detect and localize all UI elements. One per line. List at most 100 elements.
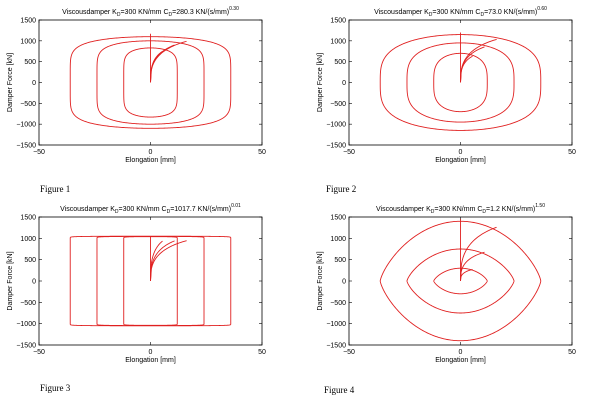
x-tick-label: 50	[568, 149, 576, 156]
title-text: Viscousdamper K	[374, 9, 429, 16]
y-tick-label: −500	[330, 300, 346, 307]
y-tick-label: −1500	[16, 343, 36, 350]
x-tick-label: 0	[459, 149, 463, 156]
x-axis-label: Elongation [mm]	[435, 357, 486, 364]
title-text: =73.0 KN/(s/mm)	[484, 9, 537, 16]
y-tick-label: 500	[24, 257, 36, 264]
chart-panel-3: Viscousdamper KD=300 KN/mm CD=1017.7 KN/…	[7, 203, 266, 393]
hysteresis-loop	[96, 40, 205, 125]
x-axis-label: Elongation [mm]	[125, 157, 176, 164]
x-tick-label: −50	[343, 149, 355, 156]
y-tick-label: 1500	[20, 215, 36, 222]
transient-curve	[150, 240, 187, 282]
hysteresis-loop	[379, 34, 542, 131]
x-tick-label: −50	[33, 349, 45, 356]
title-text: Viscousdamper K	[60, 206, 115, 213]
transient-curve	[460, 46, 485, 83]
title-text: =1017.7 KN/(s/mm)	[170, 206, 231, 213]
x-axis-label: Elongation [mm]	[125, 357, 176, 364]
y-tick-label: −1500	[16, 143, 36, 150]
title-text: =1.2 KN/(s/mm)	[486, 206, 535, 213]
y-tick-label: 1500	[330, 18, 346, 25]
figure-caption: Figure 2	[326, 184, 356, 194]
y-tick-label: −1000	[326, 122, 346, 129]
title-subscript: D	[117, 12, 121, 18]
x-tick-label: 50	[258, 149, 266, 156]
y-tick-label: 0	[342, 279, 346, 286]
title-text: =280.3 KN/(s/mm)	[172, 9, 229, 16]
title-text: Viscousdamper K	[376, 206, 431, 213]
y-axis-label: Damper Force [kN]	[317, 53, 324, 112]
title-subscript: D	[482, 209, 486, 215]
x-tick-label: −50	[343, 349, 355, 356]
hysteresis-loop	[433, 267, 488, 295]
chart-title: Viscousdamper KD=300 KN/mm CD=1.2 KN/(s/…	[376, 203, 545, 215]
y-tick-label: −1500	[326, 143, 346, 150]
y-tick-label: −500	[330, 101, 346, 108]
y-tick-label: 1500	[330, 215, 346, 222]
transient-curve	[460, 269, 473, 282]
y-axis-label: Damper Force [kN]	[7, 251, 14, 310]
y-tick-label: 1000	[20, 236, 36, 243]
title-superscript: 1.50	[535, 203, 545, 209]
figure-caption: Figure 4	[324, 385, 355, 395]
y-tick-label: 1000	[20, 38, 36, 45]
transient-curve	[150, 40, 187, 83]
chart-panel-4: Viscousdamper KD=300 KN/mm CD=1.2 KN/(s/…	[317, 203, 576, 395]
title-subscript: D	[429, 12, 433, 18]
title-superscript: 0.01	[231, 203, 241, 209]
y-tick-label: 1000	[330, 236, 346, 243]
hysteresis-loop	[69, 36, 232, 129]
x-tick-label: 0	[459, 349, 463, 356]
title-subscript: D	[169, 12, 173, 18]
y-axis-label: Damper Force [kN]	[7, 53, 14, 112]
y-tick-label: −500	[20, 300, 36, 307]
y-tick-label: −1000	[16, 321, 36, 328]
y-tick-label: 500	[334, 257, 346, 264]
x-tick-label: −50	[33, 149, 45, 156]
hysteresis-loop	[123, 47, 178, 118]
chart-panel-2: Viscousdamper KD=300 KN/mm CD=73.0 KN/(s…	[317, 6, 576, 194]
chart-title: Viscousdamper KD=300 KN/mm CD=280.3 KN/(…	[62, 6, 239, 18]
title-subscript: D	[480, 12, 484, 18]
x-tick-label: 50	[568, 349, 576, 356]
y-tick-label: 1000	[330, 38, 346, 45]
y-tick-label: −1500	[326, 343, 346, 350]
chart-panel-1: Viscousdamper KD=300 KN/mm CD=280.3 KN/(…	[7, 6, 266, 194]
y-axis-label: Damper Force [kN]	[317, 251, 324, 310]
transient-curve	[460, 38, 497, 83]
hysteresis-loop	[69, 235, 232, 327]
y-tick-label: 0	[342, 80, 346, 87]
y-tick-label: 0	[32, 80, 36, 87]
y-tick-label: −500	[20, 101, 36, 108]
figure-caption: Figure 1	[40, 184, 70, 194]
hysteresis-loop	[433, 52, 488, 113]
y-tick-label: 500	[24, 59, 36, 66]
transient-curve	[150, 240, 175, 282]
title-superscript: 0.30	[229, 6, 239, 12]
chart-title: Viscousdamper KD=300 KN/mm CD=73.0 KN/(s…	[374, 6, 547, 18]
x-tick-label: 0	[149, 349, 153, 356]
chart-title: Viscousdamper KD=300 KN/mm CD=1017.7 KN/…	[60, 203, 241, 215]
transient-curve	[150, 240, 163, 282]
title-text: =300 KN/mm C	[434, 206, 482, 213]
y-tick-label: 0	[32, 279, 36, 286]
y-tick-label: −1000	[16, 122, 36, 129]
x-axis-label: Elongation [mm]	[435, 157, 486, 164]
title-subscript: D	[431, 209, 435, 215]
transient-curve	[460, 226, 497, 282]
title-subscript: D	[167, 209, 171, 215]
figure-caption: Figure 3	[40, 383, 71, 393]
title-subscript: D	[115, 209, 119, 215]
title-text: =300 KN/mm C	[120, 9, 168, 16]
x-tick-label: 50	[258, 349, 266, 356]
transient-curve	[460, 251, 485, 282]
title-text: Viscousdamper K	[62, 9, 117, 16]
y-tick-label: 1500	[20, 18, 36, 25]
title-superscript: 0.60	[537, 6, 547, 12]
hysteresis-loop	[406, 248, 515, 314]
x-tick-label: 0	[149, 149, 153, 156]
hysteresis-loop	[406, 42, 515, 123]
title-text: =300 KN/mm C	[119, 206, 167, 213]
